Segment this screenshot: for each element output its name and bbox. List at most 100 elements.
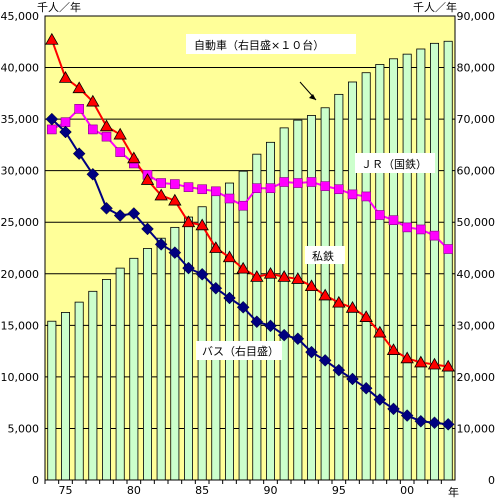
annotation-jr-label: ＪＲ（国鉄） [361,157,427,171]
right-axis-unit: 千人／年 [413,0,457,14]
series-marker [264,319,277,333]
series-marker [373,393,387,406]
series-marker [277,328,291,342]
series-marker [414,414,428,428]
car-bar [129,257,139,481]
series-marker [100,202,113,215]
series-marker [304,279,319,292]
right-tick-label: 90,000 [457,10,496,23]
annotation-car: 自動車（右目盛×１０台） [186,34,356,54]
car-bar [443,40,453,481]
series-marker [361,191,371,202]
series-marker [45,112,59,126]
car-bar [388,58,398,481]
annotation-bus: バス（右目盛） [196,341,282,360]
left-tick-label: 40,000 [1,62,40,75]
series-marker [416,224,426,235]
series-marker [441,418,455,431]
series-marker [74,104,84,114]
annotation-car-label: 自動車（右目盛×１０台） [194,38,324,52]
series-marker [386,343,401,355]
series-marker [60,117,71,128]
car-bar [211,193,221,481]
series-marker [222,250,237,263]
series-marker [168,246,182,259]
series-marker [293,178,303,188]
series-marker [170,179,180,189]
car-bar [74,301,84,481]
right-tick-label: 0 [488,474,495,487]
series-marker [279,177,289,187]
x-tick-label: 95 [332,484,346,497]
series-marker [427,357,442,370]
series-marker [211,186,221,197]
annotation-private-label: 私鉄 [312,249,334,263]
right-tick-label: 60,000 [457,165,496,178]
series-marker [113,209,127,222]
series-marker [306,177,317,187]
series-marker [250,270,264,282]
series-marker [388,215,399,225]
series-marker [277,270,291,282]
car-bar [47,320,57,481]
series-marker [115,147,125,157]
car-bar [347,81,357,481]
series-marker [332,363,346,377]
left-tick-label: 5,000 [8,422,40,435]
series-marker [223,291,236,305]
series-marker [127,207,141,220]
series-marker [429,230,440,241]
series-marker [402,222,412,233]
left-tick-label: 10,000 [1,371,40,384]
series-marker [347,189,358,200]
x-tick-label: 75 [59,484,73,497]
series-marker [88,124,98,135]
series-marker [156,178,166,188]
left-axis-unit: 千人／年 [37,0,81,14]
right-tick-label: 50,000 [457,216,496,229]
series-marker [209,241,223,253]
series-marker [224,193,235,204]
series-marker [140,173,155,185]
series-marker [183,182,194,192]
left-tick-label: 25,000 [1,216,40,229]
car-bar [115,267,125,481]
right-tick-label: 20,000 [457,371,496,384]
series-marker [181,215,196,228]
series-marker [236,301,250,314]
series-marker [320,181,330,191]
x-tick-label: 00 [400,484,414,497]
car-bar [224,182,234,481]
series-marker [359,310,373,322]
left-tick-label: 15,000 [1,319,40,332]
series-marker [101,131,112,142]
left-tick-label: 20,000 [1,268,40,281]
annotation-car-arrow-head [309,94,316,100]
series-marker [345,300,360,313]
series-marker [195,218,209,231]
series-marker [154,238,168,251]
x-axis-unit: 年 [448,485,459,499]
series-marker [291,332,305,346]
right-tick-label: 40,000 [457,268,496,281]
series-marker [250,315,264,329]
series-marker [375,210,385,220]
car-bar [183,216,193,481]
series-marker [443,244,453,254]
left-tick-label: 0 [32,474,39,487]
series-marker [182,261,195,275]
series-marker [45,32,59,45]
series-marker [332,295,346,308]
series-marker [305,345,318,359]
x-tick-label: 90 [264,484,278,497]
series-marker [400,351,414,364]
car-bar [361,72,371,481]
car-bar [334,93,344,481]
series-marker [72,147,86,160]
series-marker [387,402,400,416]
series-marker [236,261,250,274]
annotation-bus-label: バス（右目盛） [202,344,279,358]
car-bar [88,290,98,481]
